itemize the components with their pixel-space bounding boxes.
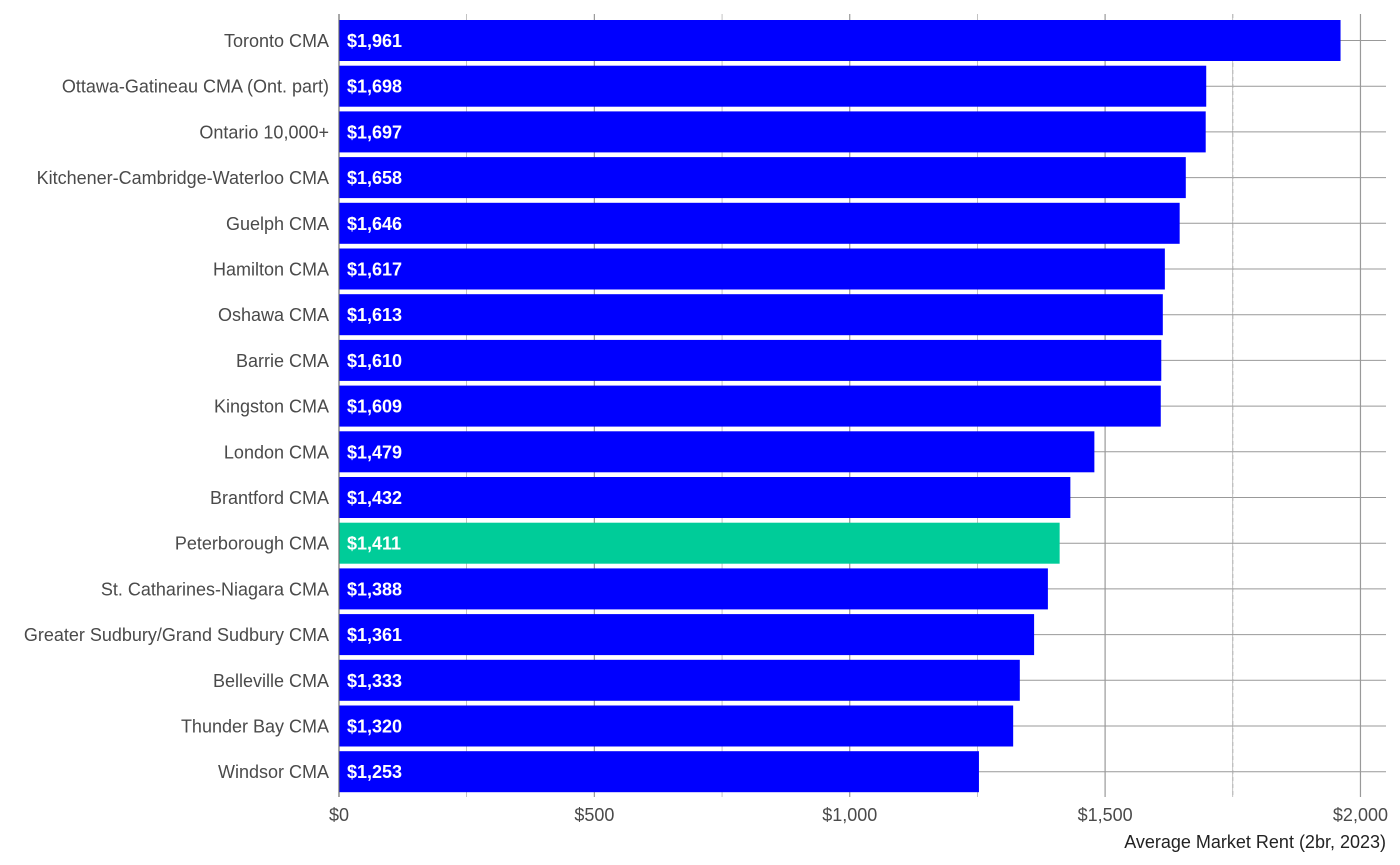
bar	[339, 202, 1180, 244]
bar-value-label: $1,411	[347, 534, 401, 554]
bar-value-label: $1,646	[347, 214, 402, 234]
category-label: Peterborough CMA	[175, 534, 329, 554]
bar	[339, 568, 1048, 610]
bar	[339, 248, 1165, 290]
bar	[339, 477, 1071, 518]
bar	[339, 751, 979, 793]
category-label: Barrie CMA	[236, 351, 329, 371]
category-label: Belleville CMA	[213, 671, 329, 691]
axis-layer: Toronto CMA Ottawa-Gatineau CMA (Ont. par…	[24, 14, 1388, 825]
bar	[339, 431, 1095, 473]
bar	[339, 111, 1206, 153]
bar-layer: $1,961 $1,698 $1,697 $1,658 $1,646 $1,617 $1,6…	[339, 20, 1341, 793]
bar-value-label: $1,613	[347, 305, 402, 325]
bar	[339, 385, 1161, 427]
category-label: Windsor CMA	[218, 762, 329, 782]
category-label: Ottawa-Gatineau CMA (Ont. part)	[62, 77, 329, 97]
x-tick-label: $1,000	[822, 805, 877, 825]
bar-value-label: $1,617	[347, 260, 402, 280]
x-tick-label: $500	[574, 805, 614, 825]
bar-value-label: $1,658	[347, 168, 402, 188]
category-label: Thunder Bay CMA	[181, 717, 329, 737]
x-axis-title: Average Market Rent (2br, 2023)	[1124, 832, 1386, 852]
x-tick-label: $2,000	[1333, 805, 1388, 825]
category-label: Greater Sudbury/Grand Sudbury CMA	[24, 625, 329, 645]
bar	[339, 65, 1207, 107]
bar-value-label: $1,320	[347, 717, 402, 737]
category-label: Hamilton CMA	[213, 260, 329, 280]
bar-highlight	[339, 522, 1060, 564]
bar	[339, 614, 1035, 656]
bar	[339, 157, 1186, 199]
x-tick-label: $1,500	[1078, 805, 1133, 825]
bar-value-label: $1,698	[347, 77, 402, 97]
bar-value-label: $1,361	[347, 625, 402, 645]
bar-value-label: $1,388	[347, 579, 402, 599]
bar-value-label: $1,697	[347, 122, 402, 142]
category-label: Kitchener-Cambridge-Waterloo CMA	[37, 168, 329, 188]
bar-value-label: $1,610	[347, 351, 402, 371]
bar	[339, 659, 1020, 701]
category-label: Ontario 10,000+	[199, 122, 329, 142]
bar	[339, 705, 1014, 747]
bar-value-label: $1,609	[347, 397, 402, 417]
category-label: Toronto CMA	[224, 31, 329, 51]
bar-value-label: $1,479	[347, 442, 402, 462]
category-label: Kingston CMA	[214, 397, 329, 417]
bar-value-label: $1,333	[347, 671, 402, 691]
category-label: Guelph CMA	[226, 214, 329, 234]
bar-value-label: $1,432	[347, 488, 402, 508]
x-tick-label: $0	[329, 805, 349, 825]
category-label: St. Catharines-Niagara CMA	[101, 579, 329, 599]
category-label: London CMA	[224, 442, 329, 462]
bar	[339, 339, 1162, 381]
bar-value-label: $1,961	[347, 31, 402, 51]
category-label: Brantford CMA	[210, 488, 329, 508]
category-label: Oshawa CMA	[218, 305, 329, 325]
bar	[339, 294, 1163, 336]
bar	[339, 20, 1341, 61]
bar-value-label: $1,253	[347, 762, 402, 782]
